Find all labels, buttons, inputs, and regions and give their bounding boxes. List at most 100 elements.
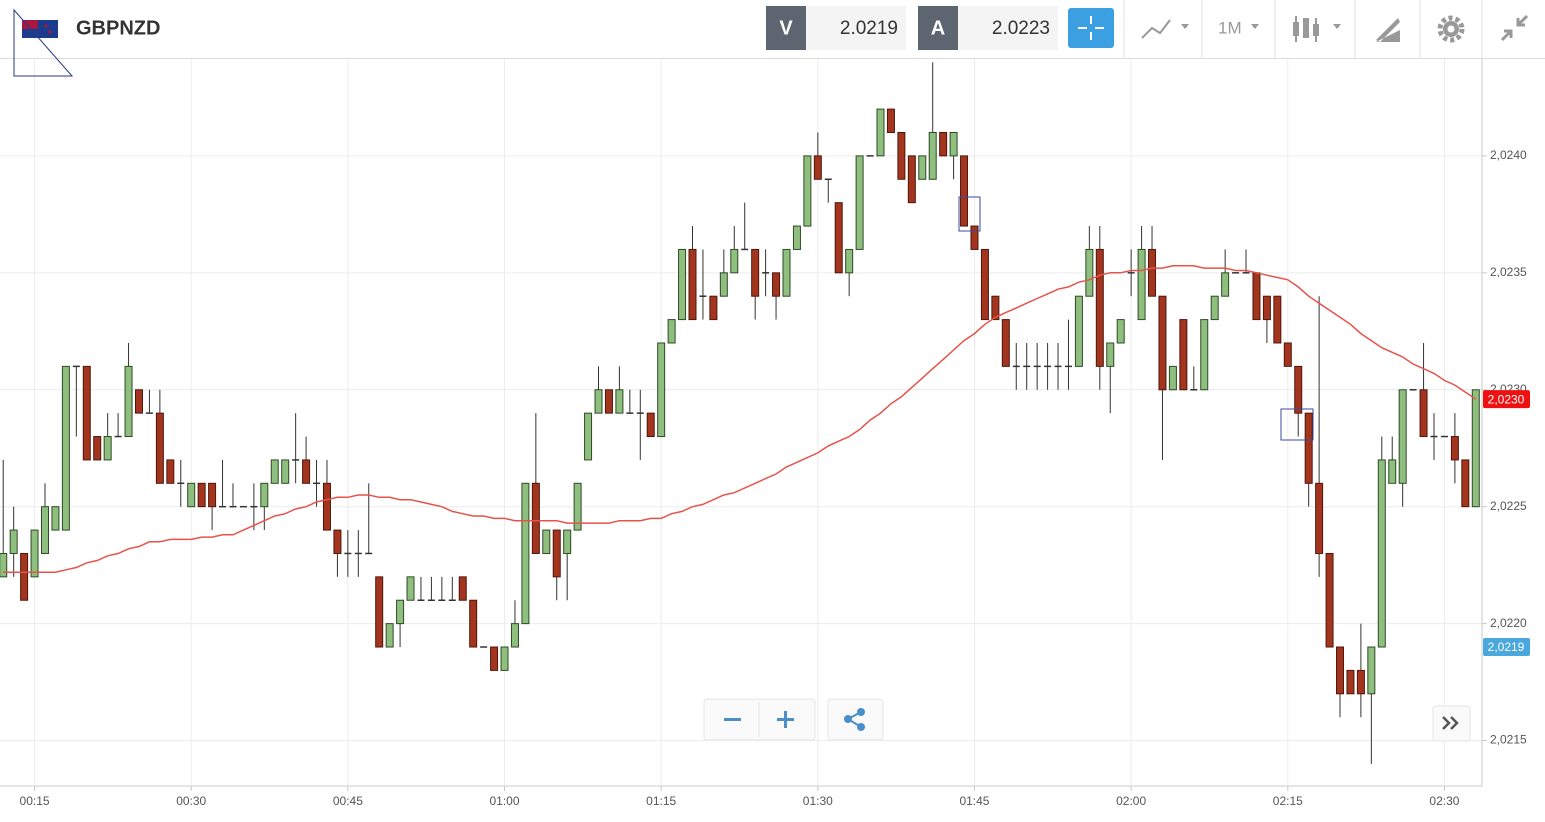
candle-body: [1283, 342, 1292, 367]
plot-area: [0, 58, 1482, 785]
candle-body: [1179, 319, 1188, 391]
candle-body: [20, 552, 29, 601]
candle-body: [1106, 342, 1115, 367]
sell-price-box[interactable]: [806, 6, 906, 50]
settings-button[interactable]: [1437, 15, 1465, 43]
candle-body: [197, 482, 206, 508]
candle-body: [1210, 295, 1219, 321]
candle-body: [187, 482, 196, 508]
candle-body: [1095, 248, 1104, 367]
candle-body: [1221, 272, 1230, 297]
candle-body: [0, 552, 8, 578]
candle-body: [886, 108, 895, 133]
sell-button[interactable]: [766, 6, 806, 50]
candle-body: [907, 155, 916, 204]
candle-body: [1074, 295, 1083, 367]
moving-average-line: [3, 265, 1477, 573]
buy-button[interactable]: [918, 6, 958, 50]
candle-body: [155, 412, 164, 484]
candle-body: [751, 248, 760, 297]
candle-body: [1461, 459, 1470, 508]
candle-body: [322, 482, 331, 531]
share-button[interactable]: [827, 698, 884, 741]
candle-body: [897, 132, 906, 180]
y-tick-label: 2,0220: [1490, 616, 1527, 630]
buy-label: A: [931, 17, 945, 39]
toolbar-separators: [1123, 0, 1483, 58]
candle-body: [375, 576, 384, 648]
drawing-button[interactable]: [1376, 18, 1400, 42]
candle-body: [1336, 646, 1345, 695]
candle-body: [385, 623, 394, 648]
x-tick-label: 01:15: [646, 794, 676, 808]
flag-icon: [13, 8, 74, 77]
candle-body: [333, 529, 342, 554]
candle-body: [40, 506, 49, 554]
crosshair-icon: [1078, 16, 1104, 40]
candle-body: [1200, 319, 1209, 391]
candle-body: [1262, 295, 1271, 321]
candle-body: [490, 646, 499, 671]
candle-body: [604, 389, 613, 414]
candle-body: [928, 132, 937, 180]
candle-body: [396, 599, 405, 625]
candle-body: [521, 482, 530, 625]
candle-body: [594, 389, 603, 414]
candle-body: [1315, 482, 1324, 554]
sell-label: V: [779, 17, 793, 39]
x-tick-label: 02:00: [1116, 794, 1146, 808]
chart-type-button[interactable]: [1293, 16, 1341, 42]
candle-body: [939, 132, 948, 157]
candle-body: [1273, 295, 1282, 344]
scroll-end-button[interactable]: [1432, 705, 1471, 742]
candle-body: [1137, 248, 1146, 321]
candle-body: [552, 529, 561, 578]
candle-body: [103, 436, 112, 461]
timeframe[interactable]: 1M: [1218, 18, 1242, 37]
candle-body: [918, 155, 927, 180]
indicator-button[interactable]: [1141, 19, 1189, 39]
zoom-in-button[interactable]: [777, 711, 794, 728]
candle-body: [1419, 389, 1428, 438]
price-tag-label: 2,0219: [1488, 640, 1525, 654]
candle-body: [61, 365, 70, 531]
candle-body: [792, 225, 801, 250]
zoom-controls: [703, 698, 816, 741]
candle-body: [730, 248, 739, 274]
candle-body: [51, 506, 60, 531]
candle-body: [688, 248, 697, 321]
candle-body: [855, 155, 864, 250]
zoom-out-button[interactable]: [724, 718, 741, 721]
candle-body: [208, 482, 217, 508]
candle-body: [406, 576, 415, 601]
candle-body: [500, 646, 509, 671]
candle-body: [1325, 552, 1334, 648]
crosshair-button[interactable]: [1068, 8, 1114, 48]
candle-body: [803, 155, 812, 227]
candle-body: [1398, 389, 1407, 484]
candle-body: [270, 459, 279, 484]
buy-price-box[interactable]: [958, 6, 1058, 50]
candle-body: [667, 319, 676, 344]
candle-body: [563, 529, 572, 554]
x-tick-label: 02:30: [1429, 794, 1459, 808]
collapse-button[interactable]: [1500, 14, 1529, 42]
candle-body: [1294, 365, 1303, 414]
candle-body: [615, 389, 624, 414]
candle-body: [134, 389, 143, 414]
candle-body: [1158, 295, 1167, 391]
candle-body: [1388, 459, 1397, 484]
candle-body: [458, 576, 467, 601]
y-tick-label: 2,0235: [1490, 265, 1527, 279]
candle-body: [970, 225, 979, 250]
candle-body: [510, 623, 519, 648]
sell-price: 2.0219: [840, 18, 898, 39]
candle-body: [845, 248, 854, 274]
x-tick-label: 02:15: [1273, 794, 1303, 808]
candle-body: [1450, 436, 1459, 461]
candles: [0, 62, 1480, 764]
candle-body: [782, 248, 791, 297]
candle-body: [678, 248, 687, 321]
candle-body: [1304, 412, 1313, 484]
